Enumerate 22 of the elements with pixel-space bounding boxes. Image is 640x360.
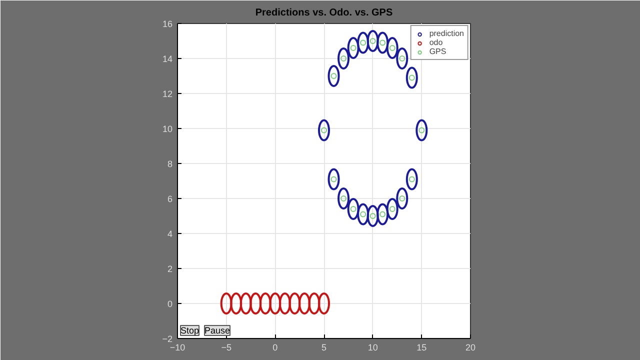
y-tick-label: 8 (167, 159, 173, 169)
y-tick-label: 0 (167, 299, 173, 309)
y-tick-label: 6 (167, 194, 173, 204)
x-tick-label: 0 (272, 342, 278, 352)
legend-label: odo (429, 38, 444, 47)
legend-label: prediction (429, 29, 464, 38)
y-tick-label: 16 (162, 19, 173, 29)
chart-title: Predictions vs. Odo. vs. GPS (255, 8, 393, 18)
x-tick-label: 20 (465, 342, 476, 352)
x-tick-label: 5 (321, 342, 327, 352)
y-tick-label: 2 (167, 264, 173, 274)
x-tick-label: −10 (170, 342, 186, 352)
legend-label: GPS (429, 47, 448, 56)
y-tick-label: −2 (162, 334, 173, 344)
annotation: Pause (204, 326, 230, 336)
y-tick-label: 10 (162, 124, 173, 134)
y-tick-label: 4 (167, 229, 173, 239)
y-tick-label: 14 (162, 54, 173, 64)
x-tick-label: 15 (416, 342, 427, 352)
y-tick-label: 12 (162, 89, 173, 99)
x-tick-label: −5 (221, 342, 232, 352)
x-tick-label: 10 (368, 342, 378, 352)
